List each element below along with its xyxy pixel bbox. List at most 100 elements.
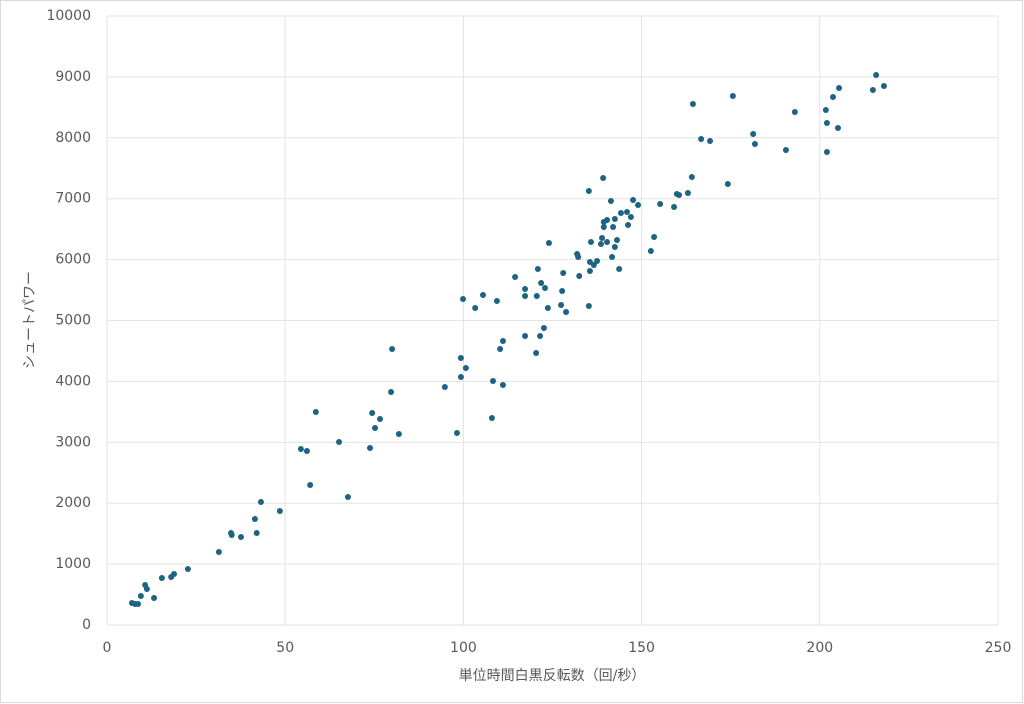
data-point <box>782 146 789 153</box>
data-point <box>625 222 632 229</box>
data-point <box>542 284 549 291</box>
data-point <box>829 93 836 100</box>
data-point <box>590 262 597 269</box>
data-point <box>489 377 496 384</box>
data-point <box>698 136 705 143</box>
data-point <box>143 586 150 593</box>
x-tick-label: 100 <box>450 640 477 656</box>
data-point <box>635 201 642 208</box>
data-point <box>607 198 614 205</box>
data-point <box>597 241 604 248</box>
y-tick-label: 6000 <box>55 252 91 268</box>
data-point <box>724 181 731 188</box>
data-point <box>377 415 384 422</box>
data-point <box>576 272 583 279</box>
data-point <box>586 267 593 274</box>
data-point <box>257 498 264 505</box>
data-point <box>684 189 691 196</box>
data-point <box>499 338 506 345</box>
data-point <box>600 224 607 231</box>
data-point <box>151 595 158 602</box>
data-point <box>729 93 736 100</box>
data-point <box>522 333 529 340</box>
data-point <box>312 408 319 415</box>
data-point <box>585 187 592 194</box>
data-point <box>545 239 552 246</box>
data-point <box>253 529 260 536</box>
data-point <box>228 531 235 538</box>
data-point <box>522 293 529 300</box>
data-point <box>707 138 714 145</box>
data-point <box>441 384 448 391</box>
y-tick-label: 9000 <box>55 69 91 85</box>
data-point <box>823 120 830 127</box>
data-point <box>215 548 222 555</box>
data-point <box>307 481 314 488</box>
data-point <box>611 243 618 250</box>
data-point <box>533 293 540 300</box>
data-point <box>537 333 544 340</box>
data-point <box>834 124 841 131</box>
data-point <box>630 196 637 203</box>
data-point <box>453 429 460 436</box>
data-point <box>791 108 798 115</box>
data-point <box>560 269 567 276</box>
data-point <box>751 141 758 148</box>
data-point <box>488 415 495 422</box>
data-point <box>880 82 887 89</box>
data-point <box>251 515 258 522</box>
data-point <box>616 265 623 272</box>
data-point <box>558 301 565 308</box>
data-point <box>303 448 310 455</box>
data-point <box>750 131 757 138</box>
data-point <box>457 355 464 362</box>
data-point <box>184 565 191 572</box>
data-point <box>823 148 830 155</box>
data-point <box>460 296 467 303</box>
data-point <box>499 381 506 388</box>
y-tick-label: 1000 <box>55 556 91 572</box>
data-point <box>534 265 541 272</box>
data-point <box>610 224 617 231</box>
data-point <box>594 258 601 265</box>
data-point <box>135 600 142 607</box>
y-tick-label: 7000 <box>55 191 91 207</box>
data-point <box>689 101 696 108</box>
data-point <box>158 574 165 581</box>
data-point <box>651 234 658 241</box>
x-tick-label: 150 <box>628 640 655 656</box>
data-point <box>617 210 624 217</box>
x-tick-label: 50 <box>276 640 294 656</box>
data-point <box>869 86 876 93</box>
data-point <box>585 303 592 310</box>
y-tick-label: 4000 <box>55 373 91 389</box>
data-point <box>657 200 664 207</box>
data-point <box>688 174 695 181</box>
data-point <box>457 374 464 381</box>
data-point <box>472 305 479 312</box>
x-tick-label: 200 <box>806 640 833 656</box>
data-point <box>367 445 374 452</box>
data-point <box>171 571 178 578</box>
data-point <box>372 424 379 431</box>
x-tick-label: 0 <box>103 640 112 656</box>
data-point <box>627 213 634 220</box>
data-point <box>512 274 519 281</box>
data-point <box>614 236 621 243</box>
data-point <box>336 438 343 445</box>
data-point <box>599 234 606 241</box>
data-point <box>395 431 402 438</box>
data-point <box>604 217 611 224</box>
data-point <box>297 445 304 452</box>
data-point <box>587 238 594 245</box>
data-point <box>559 288 566 295</box>
data-point <box>611 215 618 222</box>
data-point <box>522 286 529 293</box>
data-point <box>137 593 144 600</box>
data-point <box>389 346 396 353</box>
data-point <box>671 203 678 210</box>
data-point <box>575 253 582 260</box>
y-tick-label: 0 <box>82 617 91 633</box>
